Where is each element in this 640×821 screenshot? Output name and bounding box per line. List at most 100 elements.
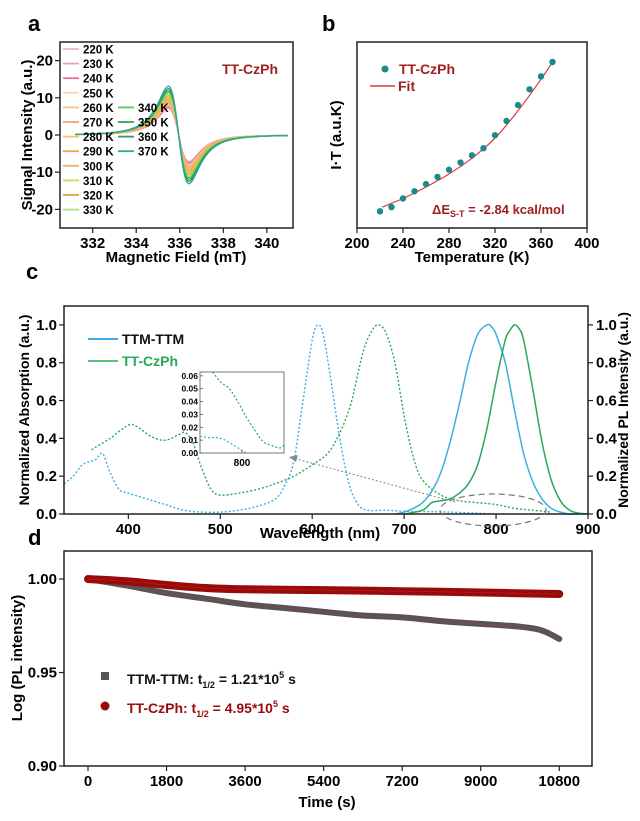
x-tick-label: 3600 [228,773,261,790]
data-point [445,166,453,173]
x-ticks: 200 240 280 320 360 400 [344,228,600,252]
legend-label: 280 K [83,132,114,144]
inset-x-tick-label: 800 [234,458,251,469]
inset-pointer-arrow [292,457,456,503]
epr-curve-370K [75,85,288,185]
x-tick-label: 280 [436,235,461,252]
data-point [399,195,407,202]
x-tick-label: 500 [208,521,233,538]
inset-y-tick-label: 0.00 [181,448,198,458]
legend-name: TT-CzPh: t [127,700,197,716]
legend-label: 260 K [83,103,114,115]
spectrum-ttm-ttm-absorption [63,323,497,515]
x-tick-label: 800 [484,521,509,538]
x-axis-label: Magnetic Field (mT) [106,249,247,266]
panel-a-epr-chart: 332 334 336 338 340 -20 -10 0 10 20 220 K 230 K 24… [19,41,294,266]
data-point [376,208,384,215]
data-point [468,152,476,159]
legend-label-ttm-ttm: TTM-TTM [122,331,184,347]
decay-fit-line [87,578,560,595]
x-tick-label: 1800 [150,773,183,790]
legend-label: 350 K [138,118,169,130]
zoom-region-ellipse [439,493,547,527]
x-tick-label: 5400 [307,773,340,790]
y-tick-label: 0.8 [36,355,57,372]
legend-value: = 1.21*10 [215,671,279,687]
legend-label: 360 K [138,132,169,144]
y-tick-label: 0.95 [28,665,57,682]
x-axis-label: Wavelength (nm) [260,525,380,542]
panel-b-it-chart: 200 240 280 320 360 400 TT-CzPh Fit ΔES-T = -… [328,41,600,266]
legend-label: 300 K [83,161,114,173]
y-tick-label: 0 [45,127,53,144]
panel-label-a: a [28,11,41,36]
arrow-head-icon [289,455,298,462]
legend-marker-circle [100,701,110,711]
legend-name: TTM-TTM: t [127,671,203,687]
spectra-curves [63,323,589,515]
y-axis-label-left: Normalized Absorption (a.u.) [16,315,32,506]
y-ticks-right: 0.0 0.2 0.4 0.6 0.8 1.0 [588,317,618,523]
legend-label: 290 K [83,147,114,159]
legend-superscript: 5 [279,670,284,680]
data-point [514,101,522,109]
inset-y-tick-label: 0.01 [181,435,198,445]
sample-annotation: TT-CzPh [222,61,278,77]
inset-y-tick-label: 0.03 [181,409,198,419]
y-tick-label: -10 [31,164,53,181]
x-tick-label: 340 [254,235,279,252]
data-point [503,117,510,125]
legend-label: 340 K [138,103,169,115]
energy-gap-annotation: ΔES-T = -2.84 kcal/mol [432,202,565,219]
x-tick-label: 9000 [464,773,497,790]
inset-y-tick-label: 0.04 [181,397,198,407]
x-tick-label: 336 [167,235,192,252]
plot-frame [356,41,588,229]
y-tick-label: 0.2 [36,468,57,485]
legend-label-fit: Fit [398,78,415,94]
inset-frame [199,371,285,454]
legend-label: 230 K [83,59,114,71]
data-point [388,203,395,211]
x-tick-label: 334 [124,235,150,252]
data-point [480,144,487,152]
spectrum-tt-czph-pl [403,324,589,515]
x-tick-label: 400 [116,521,141,538]
panel-label-c: c [26,259,38,284]
legend-label: 220 K [83,45,114,57]
legend-marker-circle [381,65,389,73]
legend-subscript: 1/2 [202,680,215,690]
x-tick-label: 700 [392,521,417,538]
y-tick-label: 1.0 [36,317,57,334]
legend-label-tt-czph: TT-CzPh [122,353,178,369]
data-point [537,73,545,80]
data-point [457,159,464,166]
y-tick-label: 20 [36,53,53,70]
x-tick-label: 332 [80,235,105,252]
legend-marker-square [101,672,109,680]
legend-label: 270 K [83,118,114,130]
y-ticks: 0.90 0.95 1.00 [28,571,64,775]
legend-subscript: 1/2 [196,709,209,719]
decay-fit-line [87,578,560,640]
x-ticks: 332 334 336 338 340 [80,228,279,252]
x-tick-label: 360 [528,235,553,252]
x-tick-label: 0 [84,773,92,790]
x-tick-label: 900 [575,521,600,538]
inset-ticks: 0.00 0.01 0.02 0.03 0.04 0.05 0.06 800 [181,371,250,469]
y-ticks: -20 -10 0 10 20 [31,53,60,218]
x-tick-label: 338 [211,235,236,252]
inset-chart: 0.00 0.01 0.02 0.03 0.04 0.05 0.06 800 [181,371,285,469]
annotation-value: = -2.84 kcal/mol [465,202,565,217]
panel-label-d: d [28,525,41,550]
data-point [491,132,499,139]
legend-superscript: 5 [273,699,278,709]
legend-label-tt-czph: TT-CzPh [399,61,455,77]
temperature-legend: 220 K 230 K 240 K 250 K 260 K 270 K 280 K 290 K… [63,45,169,217]
y-tick-label: 1.0 [596,317,617,334]
x-axis-label: Time (s) [298,794,355,811]
y-tick-label: 0.8 [596,355,617,372]
data-point [411,188,418,195]
x-tick-label: 10800 [538,773,580,790]
data-point [549,58,556,66]
